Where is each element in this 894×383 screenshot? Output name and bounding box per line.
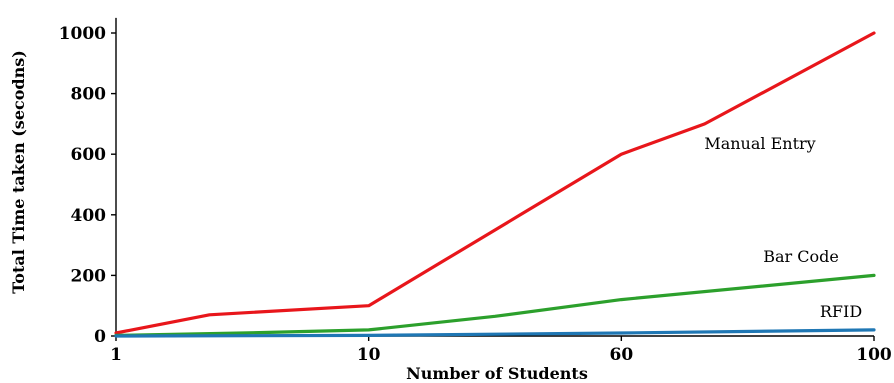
x-axis-title: Number of Students [406,364,588,383]
y-tick-label: 600 [71,145,107,165]
series-label-rfid: RFID [820,302,862,321]
x-tick-label: 60 [609,345,633,365]
y-tick-label: 200 [71,266,107,286]
x-tick-label: 10 [357,345,381,365]
y-axis-title: Total Time taken (secodns) [9,50,28,294]
y-tick-label: 400 [71,206,107,226]
axes: 0 200 400 600 800 1000 1 10 60 100 [59,17,892,365]
series-line-rfid [114,328,876,338]
y-tick-label: 0 [94,327,106,347]
y-tick-label: 1000 [59,24,106,44]
y-tick-label: 800 [71,85,107,105]
series-line-bar-code [114,273,876,337]
series-line-manual-entry [114,31,876,335]
x-tick-label: 100 [856,345,892,365]
series-group [114,31,876,338]
series-label-manual-entry: Manual Entry [704,134,815,153]
series-labels: Manual Entry Bar Code RFID [704,134,862,321]
x-tick-label: 1 [110,345,122,365]
series-label-bar-code: Bar Code [763,247,839,266]
